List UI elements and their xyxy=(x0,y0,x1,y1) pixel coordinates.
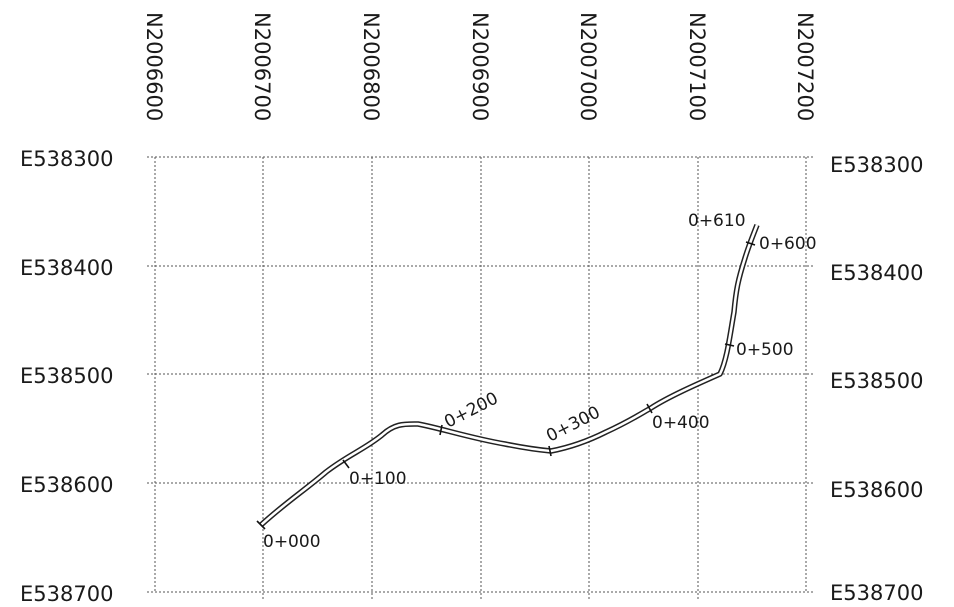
station-tick xyxy=(548,445,552,457)
easting-label-right: E538700 xyxy=(830,581,923,605)
station-tick xyxy=(724,343,735,347)
easting-label-left: E538400 xyxy=(20,256,113,280)
easting-label-left: E538700 xyxy=(20,582,113,606)
alignment-path-fill xyxy=(260,224,759,526)
station-ticks xyxy=(256,241,756,530)
station-labels: 0+000 0+100 0+200 0+300 0+400 0+500 0+60… xyxy=(263,211,817,552)
station-tick xyxy=(342,459,350,469)
station-label: 0+000 xyxy=(263,532,321,552)
easting-labels-right: E538300 E538400 E538500 E538600 E538700 xyxy=(830,153,923,605)
station-label: 0+600 xyxy=(759,234,817,254)
grid xyxy=(147,156,814,600)
northing-label: N2007200 xyxy=(793,12,817,121)
northing-label: N2007100 xyxy=(685,12,709,121)
station-label: 0+100 xyxy=(349,469,407,489)
easting-label-left: E538500 xyxy=(20,364,113,388)
station-tick xyxy=(745,241,756,246)
northing-label: N2007000 xyxy=(576,12,600,121)
easting-label-left: E538600 xyxy=(20,473,113,497)
station-label: 0+500 xyxy=(736,340,794,360)
station-label: 0+200 xyxy=(441,389,501,433)
station-tick xyxy=(256,520,266,530)
alignment-path-outline xyxy=(259,224,760,528)
easting-label-left: E538300 xyxy=(20,147,113,171)
easting-label-right: E538300 xyxy=(830,153,923,177)
easting-label-right: E538600 xyxy=(830,478,923,502)
station-label: 0+610 xyxy=(688,211,746,231)
station-label: 0+400 xyxy=(652,413,710,433)
northing-label: N2006800 xyxy=(359,12,383,121)
easting-labels-left: E538300 E538400 E538500 E538600 E538700 xyxy=(20,147,113,606)
station-tick xyxy=(646,403,653,414)
easting-label-right: E538400 xyxy=(830,261,923,285)
northing-label: N2006900 xyxy=(468,12,492,121)
alignment-line xyxy=(259,224,760,528)
northing-label: N2006600 xyxy=(142,12,166,121)
easting-label-right: E538500 xyxy=(830,369,923,393)
northing-labels: N2006600 N2006700 N2006800 N2006900 N200… xyxy=(142,12,817,121)
station-tick xyxy=(439,424,443,436)
northing-label: N2006700 xyxy=(250,12,274,121)
